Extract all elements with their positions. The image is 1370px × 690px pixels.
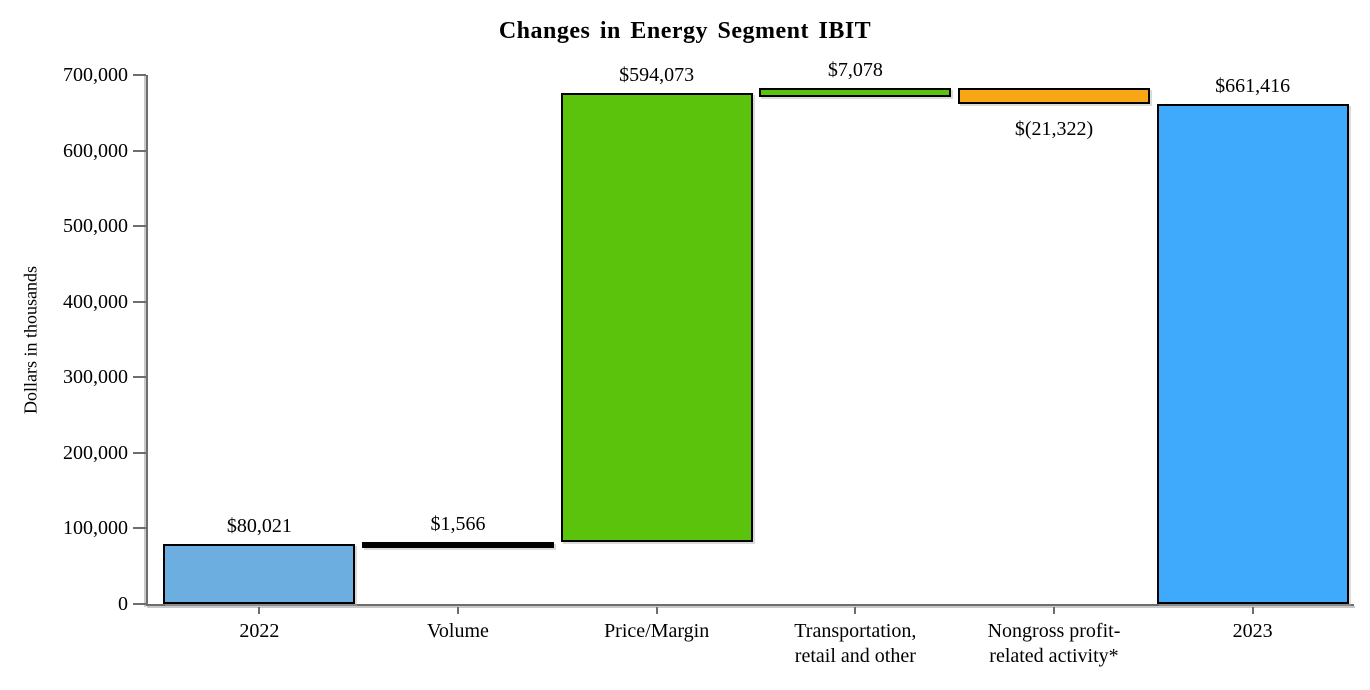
x-category-label-price-margin: Price/Margin	[557, 619, 756, 644]
y-tick-label: 500,000	[63, 215, 128, 238]
x-category-label-line: Price/Margin	[604, 620, 710, 642]
x-category-label-line: 2023	[1232, 620, 1273, 642]
y-axis-title: Dollars in thousands	[20, 266, 41, 414]
y-tick-mark	[133, 225, 146, 228]
y-axis-line	[146, 75, 148, 606]
x-tick-mark	[457, 607, 459, 614]
y-tick-mark	[133, 376, 146, 379]
value-label-volume: $1,566	[430, 513, 486, 536]
bar-2022	[163, 543, 356, 604]
x-category-label-nongross-profit-activity: Nongross profit-related activity*	[955, 619, 1154, 669]
x-category-label-line: 2022	[239, 620, 280, 642]
value-label-price-margin: $594,073	[619, 64, 695, 87]
y-tick-label: 0	[118, 593, 128, 615]
value-label-2022: $80,021	[226, 514, 292, 537]
y-tick-mark	[133, 149, 146, 152]
x-tick-mark	[854, 607, 857, 614]
value-label-nongross-profit-activity: $(21,322)	[1014, 118, 1094, 141]
y-tick-mark	[133, 527, 146, 530]
y-tick-label: 600,000	[63, 139, 128, 162]
y-tick-label: 200,000	[63, 441, 128, 464]
x-category-label-line: Volume	[427, 620, 489, 642]
y-tick-mark	[133, 451, 146, 454]
bar-2023	[1156, 104, 1349, 604]
x-category-label-2022: 2022	[160, 619, 359, 644]
bar-price-margin	[560, 93, 753, 543]
x-axis-line	[146, 604, 1354, 606]
y-tick-label: 700,000	[63, 64, 128, 86]
x-category-label-2023: 2023	[1153, 619, 1352, 644]
y-tick-label: 400,000	[63, 290, 128, 313]
x-tick-mark	[655, 607, 658, 614]
chart-title: Changes in Energy Segment IBIT	[498, 18, 872, 44]
y-tick-mark	[133, 300, 146, 303]
x-category-label-line: Transportation,	[794, 620, 917, 642]
value-label-2023: $661,416	[1215, 75, 1291, 98]
x-category-label-volume: Volume	[359, 619, 558, 644]
y-tick-label: 100,000	[63, 517, 128, 540]
value-label-transportation-retail-other: $7,078	[827, 59, 883, 82]
bar-volume	[362, 542, 554, 549]
x-category-label-line: related activity*	[989, 645, 1119, 667]
y-tick-mark	[133, 74, 146, 76]
y-tick-mark	[133, 603, 146, 605]
x-tick-mark	[1251, 607, 1254, 614]
y-tick-label: 300,000	[63, 366, 128, 389]
x-category-label-line: retail and other	[794, 645, 916, 667]
bar-nongross-profit-activity	[958, 88, 1150, 105]
x-category-label-transportation-retail-other: Transportation, retail and other	[756, 619, 955, 669]
x-category-label-line: Nongross profit-	[987, 620, 1121, 642]
x-tick-mark	[1053, 607, 1055, 614]
bar-transportation-retail-other	[759, 88, 952, 98]
x-tick-mark	[258, 607, 261, 614]
